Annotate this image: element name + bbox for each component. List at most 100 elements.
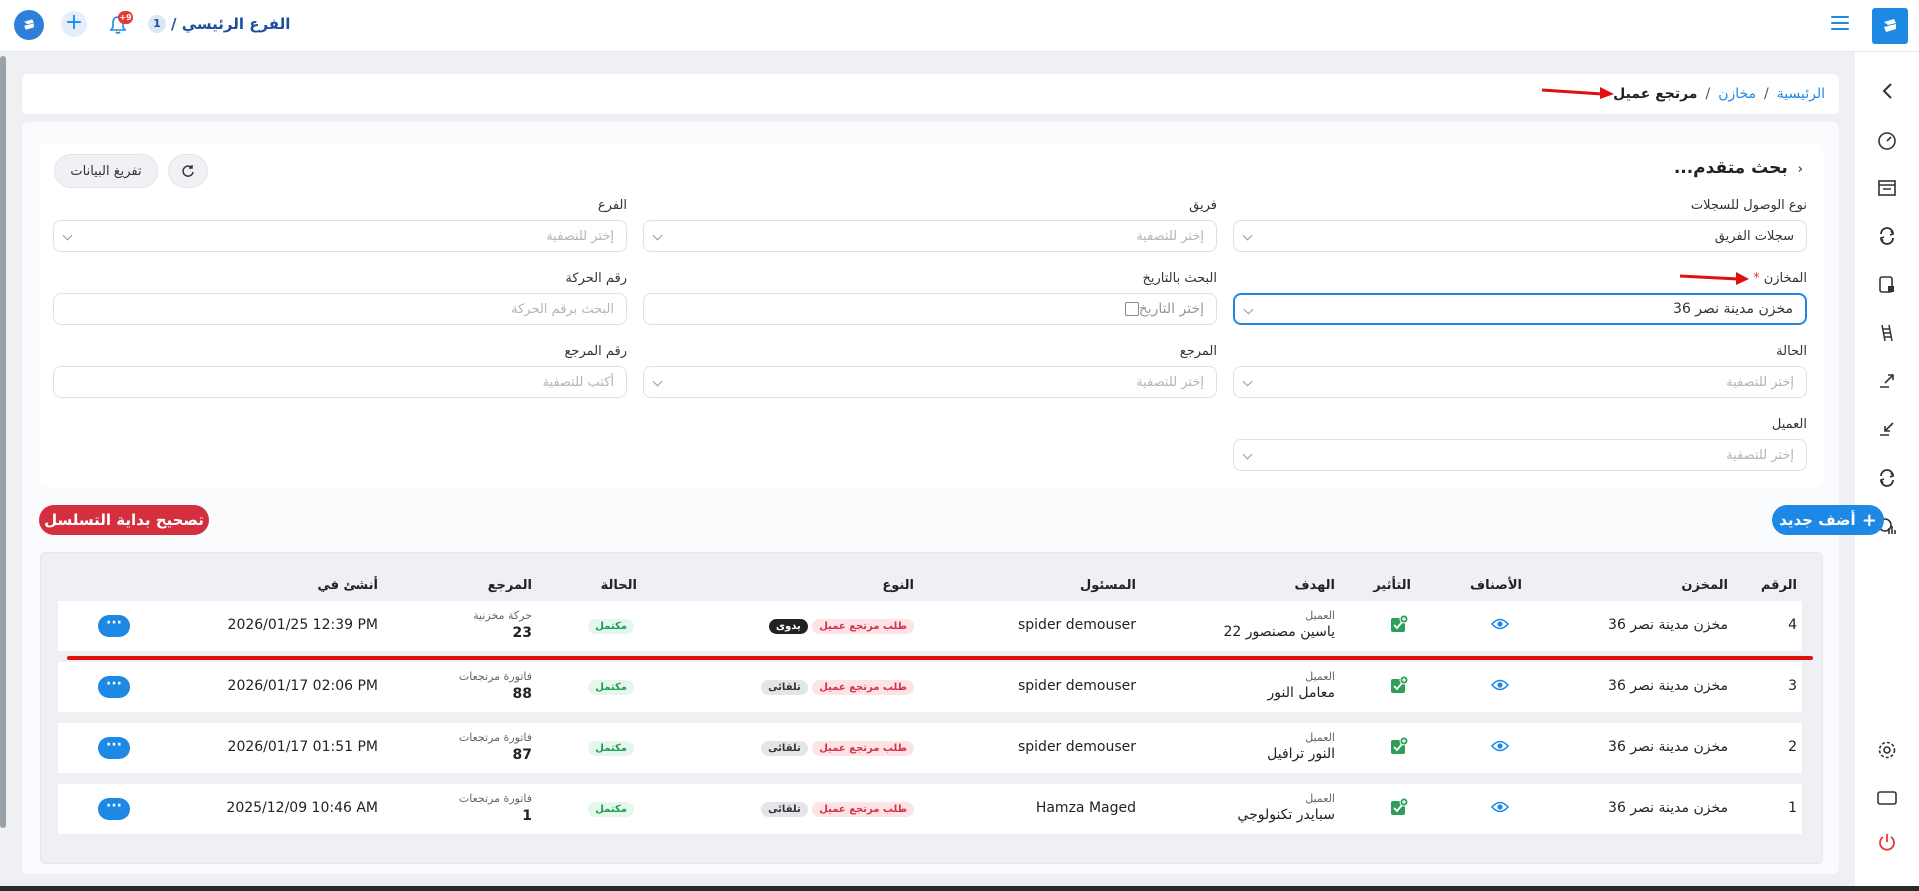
- reference-placeholder: إختر للتصفية: [1136, 374, 1204, 390]
- settings-icon[interactable]: [1876, 739, 1898, 761]
- access-type-select[interactable]: سجلات الفريق: [1233, 220, 1807, 252]
- row-actions-button[interactable]: ···: [98, 737, 130, 759]
- branch-placeholder: إختر للتصفية: [546, 228, 614, 244]
- quick-add-button[interactable]: +: [61, 11, 87, 37]
- column-header-status[interactable]: الحالة: [600, 578, 637, 593]
- movement-number-placeholder: البحث برقم الحركة: [511, 301, 614, 317]
- view-items-icon[interactable]: [1490, 739, 1510, 757]
- access-type-label: نوع الوصول للسجلات: [1690, 198, 1807, 213]
- movement-number-input[interactable]: البحث برقم الحركة: [53, 293, 627, 325]
- row-number: 2: [1788, 739, 1797, 755]
- view-items-icon[interactable]: [1490, 617, 1510, 635]
- row-target[interactable]: معامل النور: [1267, 685, 1335, 701]
- row-reference-type: حركة مخزنية: [473, 609, 532, 622]
- branch-selector[interactable]: الفرع الرئيسي / 1: [148, 15, 290, 33]
- row-status: مكتمل: [588, 739, 634, 756]
- table-row[interactable]: [58, 662, 1802, 712]
- breadcrumb-home-link[interactable]: الرئيسية: [1776, 86, 1825, 102]
- device-icon[interactable]: [1876, 274, 1898, 296]
- date-search-input[interactable]: إختر التاريخ: [643, 293, 1217, 325]
- column-header-effect[interactable]: التأثير: [1373, 578, 1411, 593]
- column-header-target[interactable]: الهدف: [1294, 578, 1335, 593]
- view-items-icon[interactable]: [1490, 678, 1510, 696]
- row-created-at: 2025/12/09 10:46 AM: [226, 800, 378, 816]
- row-target[interactable]: النور ترافيل: [1267, 746, 1335, 762]
- column-header-created-at[interactable]: أنشئ في: [317, 578, 378, 593]
- breadcrumb-warehouses-link[interactable]: مخازن: [1718, 86, 1757, 102]
- warehouses-label: المخازن *: [1753, 271, 1807, 286]
- chevron-down-icon: [62, 230, 73, 241]
- row-created-at: 2026/01/17 02:06 PM: [227, 678, 378, 694]
- team-select[interactable]: إختر للتصفية: [643, 220, 1217, 252]
- power-icon[interactable]: [1876, 831, 1898, 853]
- row-owner: Hamza Maged: [1035, 800, 1136, 816]
- add-new-button[interactable]: + أضف جديد: [1772, 505, 1884, 535]
- refresh-button[interactable]: [168, 154, 208, 188]
- table-row[interactable]: [58, 784, 1802, 834]
- annotation-arrow: [1541, 87, 1614, 99]
- row-number: 3: [1788, 678, 1797, 694]
- row-actions-button[interactable]: ···: [98, 615, 130, 637]
- reference-select[interactable]: إختر للتصفية: [643, 366, 1217, 398]
- chevron-left-icon: ‹: [1797, 162, 1803, 177]
- row-reference-number[interactable]: 88: [512, 686, 532, 702]
- row-reference-number[interactable]: 1: [522, 808, 532, 824]
- app-logo-icon[interactable]: [1872, 8, 1908, 44]
- row-target[interactable]: ياسين مصنصور 22: [1223, 624, 1335, 640]
- chevron-down-icon: [652, 376, 663, 387]
- branch-select[interactable]: إختر للتصفية: [53, 220, 627, 252]
- row-number: 4: [1788, 617, 1797, 633]
- warehouses-select[interactable]: مخزن مدينة نصر 36: [1233, 293, 1807, 325]
- transfer-in-icon[interactable]: [1876, 418, 1898, 440]
- column-header-items[interactable]: الأصناف: [1470, 578, 1522, 593]
- customer-filter: العميل إختر للتصفية: [1233, 417, 1807, 471]
- window-icon[interactable]: [1876, 787, 1898, 809]
- row-reference-number[interactable]: 87: [512, 747, 532, 763]
- menu-toggle-icon[interactable]: [1831, 16, 1849, 30]
- reference-number-filter: رقم المرجع أكتب للتصفية: [53, 344, 627, 398]
- table-row[interactable]: [58, 723, 1802, 773]
- chevron-left-icon[interactable]: [1876, 80, 1898, 102]
- sync-icon[interactable]: [1876, 225, 1898, 247]
- column-header-number[interactable]: الرقم: [1760, 578, 1797, 593]
- row-target-type: العميل: [1305, 609, 1335, 622]
- reference-number-input[interactable]: أكتب للتصفية: [53, 366, 627, 398]
- effect-add-icon: [1389, 736, 1409, 760]
- customer-select[interactable]: إختر للتصفية: [1233, 439, 1807, 471]
- refresh-icon[interactable]: [1876, 467, 1898, 489]
- transfer-out-icon[interactable]: [1876, 370, 1898, 392]
- reference-number-placeholder: أكتب للتصفية: [542, 374, 614, 390]
- plus-icon: +: [1861, 509, 1877, 531]
- status-select[interactable]: إختر للتصفية: [1233, 366, 1807, 398]
- column-header-type[interactable]: النوع: [882, 578, 914, 593]
- view-items-icon[interactable]: [1490, 800, 1510, 818]
- branch-label: الفرع: [597, 198, 627, 213]
- page-scrollbar[interactable]: [0, 56, 6, 828]
- fix-sequence-button[interactable]: تصحيح بداية التسلسل: [39, 505, 209, 535]
- annotation-arrow: [1679, 272, 1749, 285]
- advanced-search-title[interactable]: ‹ بحث متقدم...: [1674, 158, 1803, 178]
- row-target-type: العميل: [1305, 670, 1335, 683]
- mode-badge: تلقائى: [761, 680, 808, 695]
- warehouses-value: مخزن مدينة نصر 36: [1673, 301, 1793, 317]
- type-badge: طلب مرتجع عميل: [812, 802, 914, 817]
- export-data-button[interactable]: تفريغ البيانات: [54, 154, 158, 188]
- reference-label: المرجع: [1179, 344, 1217, 359]
- row-target[interactable]: سبايدر تكنولوجي: [1237, 807, 1335, 823]
- row-actions-button[interactable]: ···: [98, 798, 130, 820]
- row-actions-button[interactable]: ···: [98, 676, 130, 698]
- column-header-warehouse[interactable]: المخزن: [1681, 578, 1728, 593]
- ladder-icon[interactable]: [1876, 322, 1898, 344]
- breadcrumb-separator: /: [1705, 86, 1711, 102]
- row-reference-number[interactable]: 23: [512, 625, 532, 641]
- row-status: مكتمل: [588, 617, 634, 634]
- date-placeholder: إختر التاريخ: [1138, 301, 1204, 317]
- warehouse-icon[interactable]: [1876, 177, 1898, 199]
- calendar-icon: [1124, 302, 1139, 316]
- column-header-owner[interactable]: المسئول: [1079, 578, 1136, 593]
- column-header-reference[interactable]: المرجع: [487, 578, 532, 593]
- company-logo-icon[interactable]: [14, 10, 44, 40]
- table-row[interactable]: [58, 601, 1802, 651]
- speedometer-icon[interactable]: [1876, 129, 1898, 151]
- date-search-label: البحث بالتاريخ: [1142, 271, 1218, 286]
